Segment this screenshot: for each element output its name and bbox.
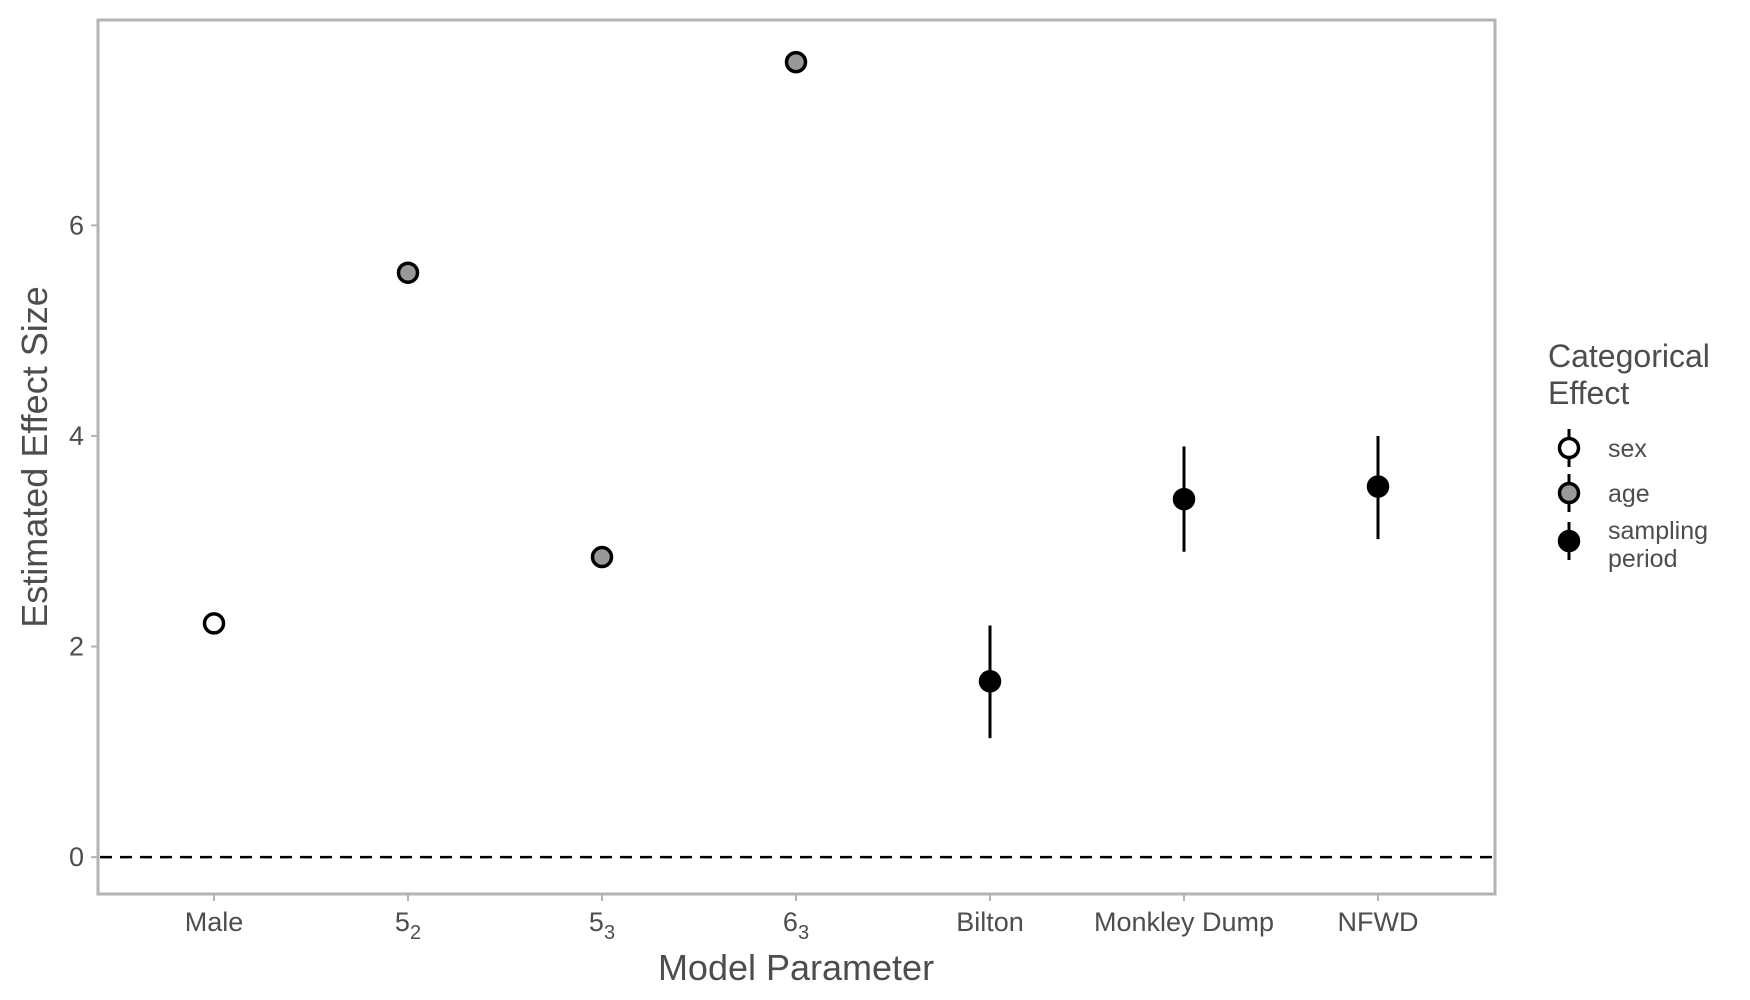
data-point xyxy=(396,261,420,284)
x-tick-label: 63 xyxy=(783,907,809,944)
data-point xyxy=(590,545,614,569)
plot-panel xyxy=(96,18,1497,896)
y-tick-label: 2 xyxy=(69,632,84,662)
x-axis-title: Model Parameter xyxy=(658,947,934,988)
legend-key-point xyxy=(1557,436,1581,460)
y-axis-title: Estimated Effect Size xyxy=(14,286,55,628)
data-point xyxy=(1366,475,1390,498)
legend-title: Categorical Effect xyxy=(1548,338,1710,411)
legend-item-label: sampling period xyxy=(1608,517,1708,573)
x-tick-label: Monkley Dump xyxy=(1094,907,1274,937)
x-tick-label: 53 xyxy=(589,907,615,944)
data-point xyxy=(202,612,226,635)
legend-key-point xyxy=(1557,481,1581,505)
y-tick-label: 0 xyxy=(69,842,84,872)
legend-item-label: sex xyxy=(1608,435,1647,463)
y-tick-label: 6 xyxy=(69,210,84,240)
x-tick-label: 52 xyxy=(395,907,421,944)
axis-ticks: 0 2 4 6 Male 52 53 63 Bilton Monkley Dump NFWD xyxy=(69,210,1419,944)
legend-key-point xyxy=(1557,529,1581,553)
legend: Categorical Effect sex age sampling period xyxy=(1548,338,1710,573)
x-tick-label: Bilton xyxy=(956,907,1024,937)
x-tick-label: Male xyxy=(185,907,244,937)
x-tick-label: NFWD xyxy=(1338,907,1419,937)
legend-item-label: age xyxy=(1608,480,1650,508)
chart-marks xyxy=(202,50,1390,739)
data-point xyxy=(978,670,1002,693)
y-tick-label: 4 xyxy=(69,421,84,451)
data-point xyxy=(784,50,808,74)
data-point xyxy=(1172,487,1196,511)
